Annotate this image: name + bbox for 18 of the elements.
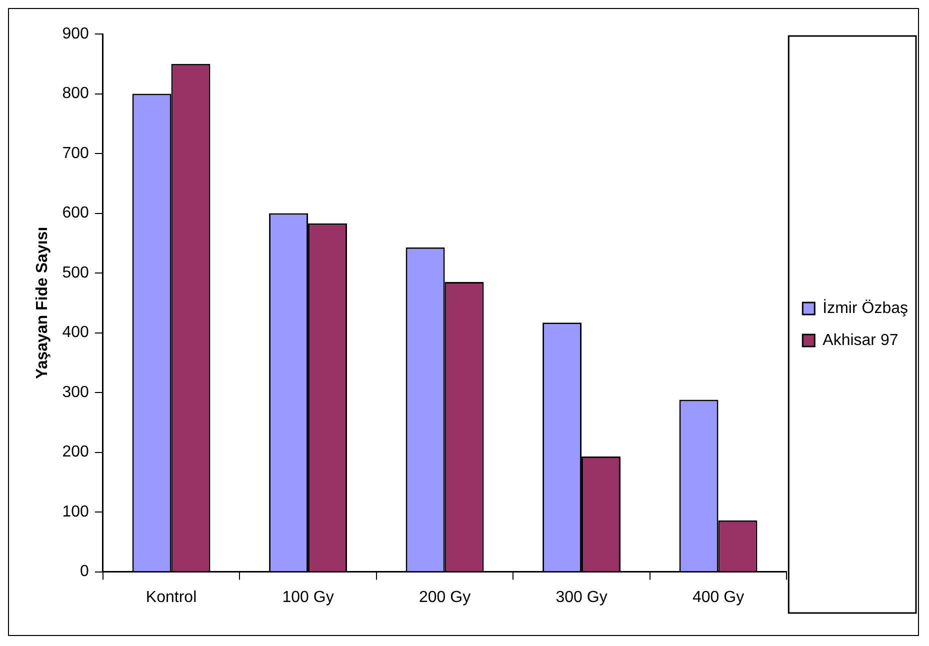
y-tick-label: 500 — [62, 264, 89, 282]
y-tick-label: 0 — [80, 563, 89, 580]
y-axis-title: Yaşayan Fide Sayısı — [34, 226, 52, 379]
legend-label: Akhisar 97 — [822, 332, 898, 349]
y-tick-label: 200 — [62, 444, 89, 461]
x-tick-label: Kontrol — [146, 588, 197, 606]
y-tick-label: 300 — [62, 384, 89, 401]
y-tick-label: 600 — [62, 204, 89, 222]
y-tick-label: 400 — [62, 324, 89, 342]
y-tick-label: 900 — [62, 25, 89, 42]
legend-label: İzmir Özbaş — [822, 298, 908, 317]
y-tick-label: 100 — [62, 503, 89, 520]
x-tick-label: 200 Gy — [418, 588, 471, 606]
y-tick-label: 700 — [62, 144, 89, 162]
x-tick-label: 100 Gy — [282, 588, 334, 606]
x-tick-label: 300 Gy — [556, 588, 608, 606]
y-tick-label: 800 — [62, 85, 89, 102]
x-tick-label: 400 Gy — [692, 588, 744, 606]
